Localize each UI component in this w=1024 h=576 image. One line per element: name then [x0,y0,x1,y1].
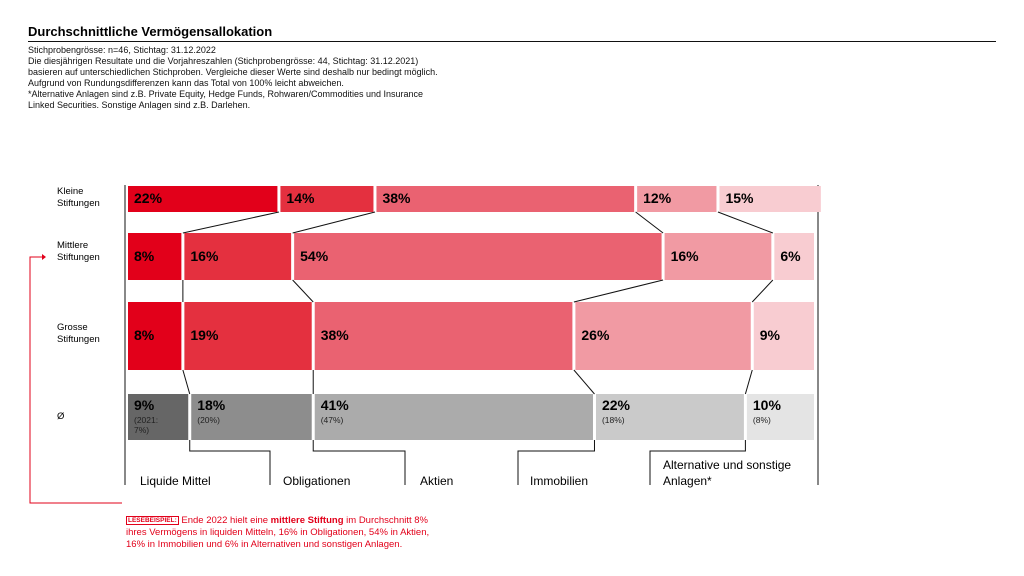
prior-label: (2021: 7%) [134,415,159,435]
legend-label: Obligationen [283,474,351,488]
bar-segment [753,302,814,370]
value-label: 8% [134,327,155,343]
bar-segment [637,186,717,212]
annotation-tag: LESEBEISPIEL: [126,516,179,525]
value-label: 9% [759,327,780,343]
bar-segment [128,233,182,280]
connector [717,211,774,234]
notes: Stichprobengrösse: n=46, Stichtag: 31.12… [28,45,438,111]
note-line: Die diesjährigen Resultate und die Vorja… [28,56,419,66]
example-pointer [29,256,122,504]
legend-separator [312,440,406,485]
connector [182,369,191,395]
connector [573,369,595,395]
value-label: 22% [601,397,630,413]
example-arrow [42,254,46,260]
value-label: 16% [670,247,699,264]
value-label: 54% [300,247,329,264]
bar-segment [664,233,772,280]
bar-segment [128,302,182,370]
bar-segment [575,302,751,370]
value-label: 26% [581,327,610,343]
bar-segment [719,186,821,212]
legend-separator [517,440,595,485]
legend-separator [189,440,271,485]
title-rule [28,41,996,42]
note-line: Aufgrund von Rundungsdifferenzen kann da… [28,78,344,88]
bar-segment [191,394,312,440]
annotation-text: im Durchschnitt 8% ihres Vermögens in li… [126,515,430,550]
value-label: 10% [752,397,781,413]
bar-segment [128,394,189,440]
value-label: 38% [320,327,349,343]
annotation-bold: mittlere Stiftung [270,515,344,526]
bar-segment [595,394,744,440]
annotation-text: Ende 2022 hielt eine [178,515,271,526]
bar-segment [314,302,573,370]
prior-label: (20%) [197,415,220,425]
prior-label: (47%) [320,415,344,425]
connector [292,211,376,234]
legend-label: Alternative und sonstige Anlagen* [663,458,792,488]
bar-segment [376,186,635,212]
value-label: 12% [643,190,672,206]
connector [744,369,753,395]
connector [292,279,314,303]
category-label: Mittlere Stiftungen [57,240,100,263]
value-label: 41% [320,397,349,413]
bar-segment [294,233,662,280]
category-label: Ø [57,411,65,422]
value-label: 15% [725,190,754,206]
category-label: Kleine Stiftungen [57,186,100,209]
value-label: 16% [190,247,219,264]
legend-label: Liquide Mittel [140,474,211,488]
note-line: Stichprobengrösse: n=46, Stichtag: 31.12… [28,45,216,55]
annotation: LESEBEISPIEL: Ende 2022 hielt eine mittl… [126,515,446,551]
value-label: 19% [190,327,219,343]
connector [182,211,280,234]
category-label: Grosse Stiftungen [57,322,100,345]
bar-segment [746,394,814,440]
value-label: 6% [780,247,801,264]
prior-label: (18%) [601,415,625,425]
connector [751,279,774,303]
bar-segment [314,394,593,440]
title: Durchschnittliche Vermögensallokation [28,24,273,39]
value-label: 14% [286,190,315,206]
bar-segment [184,302,312,370]
bar-segment [184,233,292,280]
value-label: 22% [134,190,163,206]
note-line: basieren auf unterschiedlichen Stichprob… [28,67,438,77]
legend-label: Aktien [420,474,454,488]
prior-label: (8%) [752,415,771,425]
bar-segment [128,186,278,212]
legend-label: Immobilien [530,474,589,488]
note-line: Linked Securities. Sonstige Anlagen sind… [28,100,251,110]
note-line: *Alternative Anlagen sind z.B. Private E… [28,89,424,99]
value-label: 38% [382,190,411,206]
value-label: 9% [134,397,155,413]
value-label: 8% [134,247,155,264]
connector [573,279,664,303]
value-label: 18% [197,397,226,413]
legend-separator [649,440,746,485]
connector [635,211,664,234]
bar-segment [774,233,814,280]
bar-segment [280,186,374,212]
